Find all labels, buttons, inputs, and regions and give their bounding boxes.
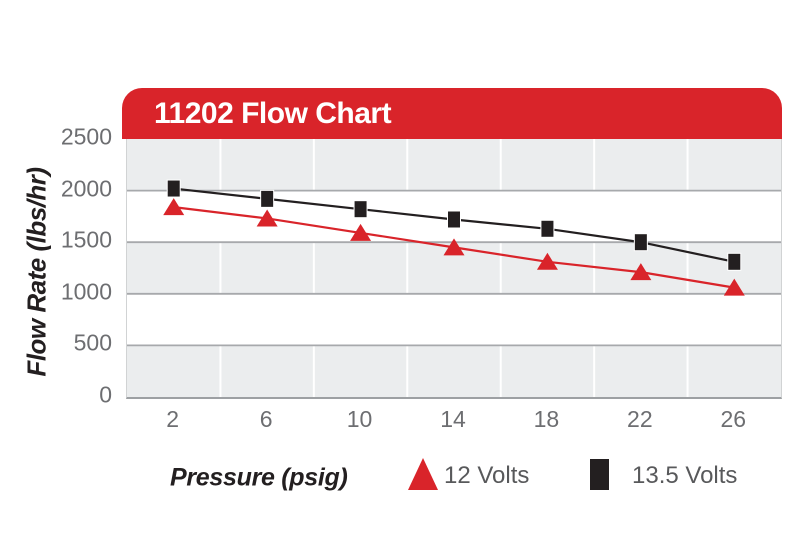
x-tick-label: 22 [627,406,653,432]
y-tick-label: 2000 [60,175,112,202]
series-markers-13-5-volts [166,179,742,271]
background-band [127,293,781,346]
square-marker-icon [447,210,461,229]
y-tick-label: 2500 [60,123,112,150]
chart-title: 11202 Flow Chart [154,96,392,130]
x-tick-label: 10 [346,406,373,432]
x-tick-label: 2 [166,406,180,432]
legend-triangle-marker-icon [408,458,438,490]
triangle-marker-icon [630,263,652,281]
square-marker-icon [260,189,275,208]
y-tick-label: 500 [73,329,112,356]
triangle-marker-icon [256,209,278,227]
chart-plot-area [126,139,782,399]
triangle-marker-icon [443,238,465,256]
y-tick-label: 1000 [60,278,112,305]
square-marker-icon [166,179,181,198]
x-tick-label: 26 [720,406,747,432]
triangle-marker-icon [536,252,558,270]
background-band [127,139,781,191]
legend-label-12-volts: 12 Volts [444,462,530,489]
triangle-marker-icon [163,198,185,216]
legend-label-13-5-volts: 13.5 Volts [632,462,738,489]
chart-plot-svg [127,139,781,397]
y-tick-label: 1500 [60,226,112,253]
y-tick-label: 0 [99,381,112,408]
square-marker-icon [353,200,368,219]
square-marker-icon [633,233,648,252]
x-tick-label: 18 [533,406,560,432]
square-marker-icon [540,219,555,238]
legend-square-marker-icon [590,459,609,490]
x-axis-title: Pressure (psig) [170,463,348,492]
square-marker-icon [727,252,742,271]
chart-title-banner: 11202 Flow Chart [122,88,782,139]
x-tick-label: 14 [440,406,466,432]
triangle-marker-icon [723,278,745,296]
background-band [127,345,781,397]
x-tick-label: 6 [259,406,273,432]
triangle-marker-icon [350,223,372,241]
series-markers-12-volts [163,198,745,296]
